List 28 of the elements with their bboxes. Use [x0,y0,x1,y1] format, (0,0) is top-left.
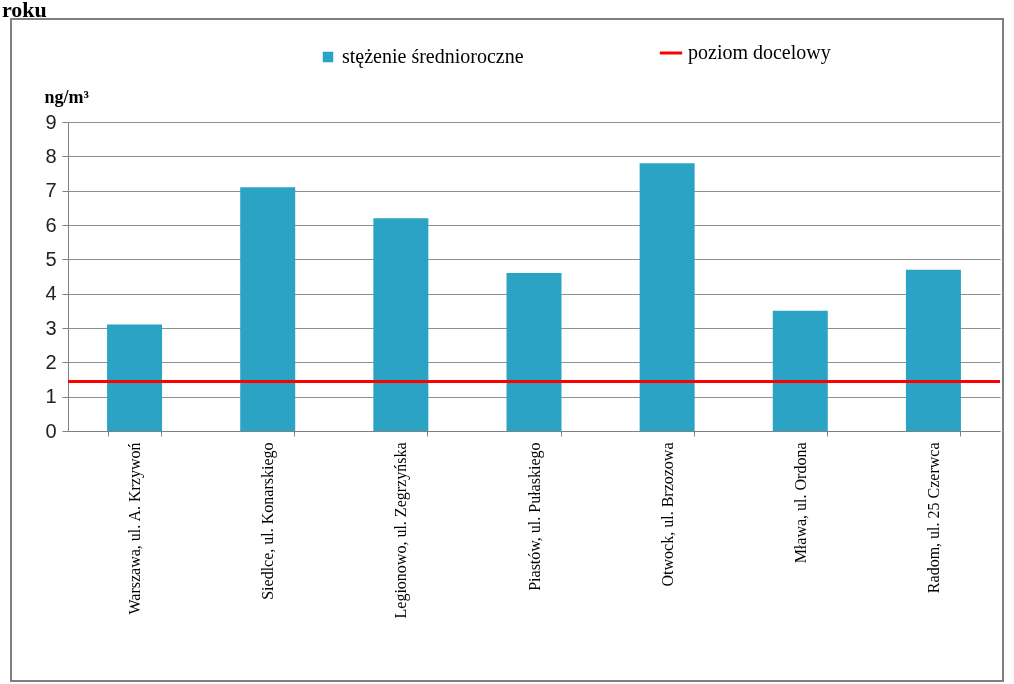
x-tick-label: Otwock, ul. Brzozowa [658,442,676,587]
y-axis-title: ng/m³ [44,86,90,107]
y-tick-label: 1 [45,385,57,408]
bar [639,163,695,431]
y-tick-label: 6 [45,213,57,236]
x-tick-label: Radom, ul. 25 Czerwca [924,442,942,594]
bar [772,310,828,431]
bar [373,218,429,431]
legend-label: stężenie średnioroczne [342,45,524,68]
y-tick-label: 4 [45,282,57,305]
y-tick-label: 0 [45,419,57,442]
chart-title: roku [2,0,47,23]
x-tick-label: Mława, ul. Ordona [791,442,809,564]
y-tick-label: 9 [45,110,57,133]
y-tick-label: 3 [45,316,57,339]
bar [506,273,562,431]
legend-label: poziom docelowy [688,41,831,64]
y-tick-label: 5 [45,247,57,270]
y-tick-label: 2 [45,350,57,373]
x-tick-label: Piastów, ul. Pułaskiego [525,442,544,591]
bar [107,324,163,431]
x-tick-label: Legionowo, ul. Zegrzyńska [392,442,411,619]
x-tick-label: Warszawa, ul. A. Krzywoń [126,442,145,615]
bar [240,187,296,431]
x-tick-label: Siedlce, ul. Konarskiego [259,442,278,600]
y-tick-label: 8 [45,144,57,167]
y-tick-label: 7 [45,179,57,202]
bar [905,269,961,431]
